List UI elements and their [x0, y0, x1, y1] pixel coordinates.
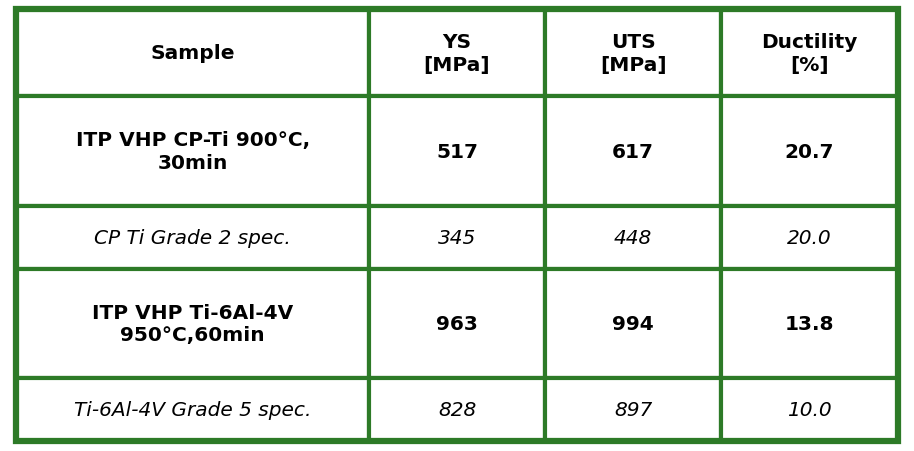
Bar	[369, 269, 545, 378]
Text: 517: 517	[436, 142, 478, 161]
Text: UTS
[MPa]: UTS [MPa]	[600, 33, 666, 74]
Bar	[721, 206, 898, 269]
Bar	[16, 206, 369, 269]
Bar	[369, 97, 545, 206]
Bar	[369, 206, 545, 269]
Bar	[545, 206, 721, 269]
Bar	[369, 10, 545, 97]
Bar	[16, 97, 369, 206]
Bar	[545, 269, 721, 378]
Bar	[16, 10, 369, 97]
Bar	[16, 378, 369, 441]
Bar	[545, 378, 721, 441]
Text: YS
[MPa]: YS [MPa]	[424, 33, 490, 74]
Text: 10.0: 10.0	[787, 400, 832, 419]
Text: ITP VHP CP-Ti 900°C,
30min: ITP VHP CP-Ti 900°C, 30min	[76, 131, 310, 173]
Text: 13.8: 13.8	[785, 314, 834, 333]
Text: 897: 897	[614, 400, 653, 419]
Text: 448: 448	[614, 228, 653, 247]
Text: 20.7: 20.7	[785, 142, 834, 161]
Text: 20.0: 20.0	[787, 228, 832, 247]
Text: 994: 994	[612, 314, 654, 333]
Bar	[369, 378, 545, 441]
Text: ITP VHP Ti-6Al-4V
950°C,60min: ITP VHP Ti-6Al-4V 950°C,60min	[92, 303, 293, 345]
Text: Ti-6Al-4V Grade 5 spec.: Ti-6Al-4V Grade 5 spec.	[74, 400, 312, 419]
Text: 828: 828	[438, 400, 476, 419]
Bar	[721, 378, 898, 441]
Bar	[721, 97, 898, 206]
Text: Ductility
[%]: Ductility [%]	[761, 33, 857, 74]
Bar	[545, 97, 721, 206]
Text: Sample: Sample	[151, 44, 235, 63]
Text: 345: 345	[438, 228, 476, 247]
Bar	[721, 10, 898, 97]
Bar	[545, 10, 721, 97]
Bar	[16, 269, 369, 378]
Bar	[721, 269, 898, 378]
Text: 617: 617	[612, 142, 654, 161]
Text: 963: 963	[436, 314, 478, 333]
Text: CP Ti Grade 2 spec.: CP Ti Grade 2 spec.	[94, 228, 291, 247]
